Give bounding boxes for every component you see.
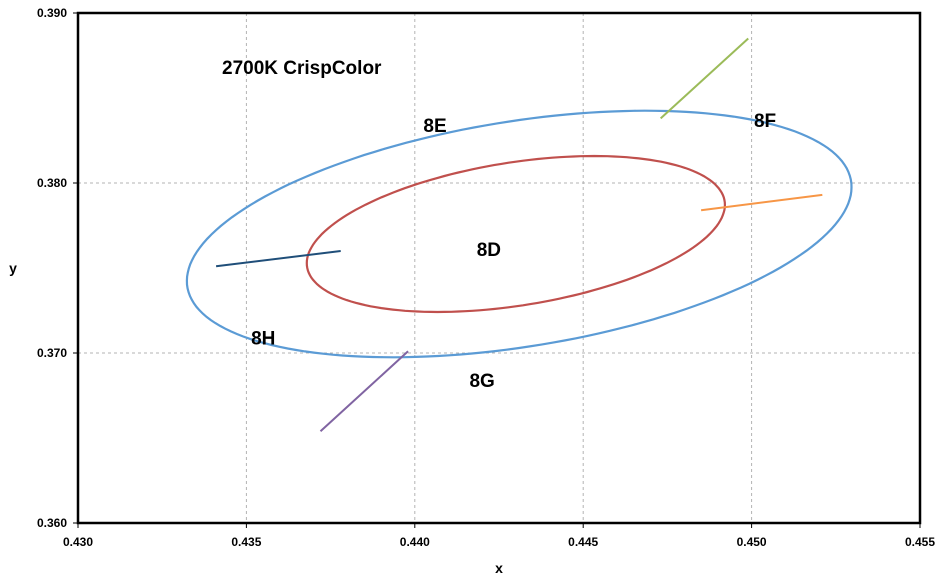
y-tick-labels: 0.360 0.370 0.380 0.390	[37, 6, 78, 530]
x-tick-label: 0.435	[231, 535, 261, 549]
outer-ellipse	[185, 109, 853, 359]
x-tick-label: 0.430	[63, 535, 93, 549]
x-tick-label: 0.445	[568, 535, 598, 549]
inner-ellipse	[305, 154, 727, 314]
x-axis-title: x	[495, 560, 503, 576]
y-axis-title: y	[9, 260, 17, 276]
divider-line	[700, 193, 823, 212]
region-label-8h: 8H	[251, 329, 275, 350]
x-tick-label: 0.450	[737, 535, 767, 549]
divider-line	[215, 250, 341, 268]
divider-line	[319, 350, 409, 432]
region-label-8g: 8G	[469, 371, 494, 392]
grid-lines	[78, 13, 920, 523]
y-tick-label: 0.380	[37, 176, 67, 190]
y-tick-label: 0.390	[37, 6, 67, 20]
region-label-8e: 8E	[423, 116, 446, 137]
region-label-8f: 8F	[754, 111, 776, 132]
chart-title: 2700K CrispColor	[222, 58, 382, 79]
y-tick-label: 0.370	[37, 346, 67, 360]
ellipse-layer	[185, 109, 853, 359]
y-tick-label: 0.360	[37, 516, 67, 530]
divider-line	[659, 37, 749, 120]
divider-layer	[215, 37, 823, 432]
plot-area-border	[76, 11, 922, 525]
x-tick-labels: 0.430 0.435 0.440 0.445 0.450 0.455	[63, 523, 935, 549]
region-labels: 8D 8E 8F 8G 8H	[251, 111, 776, 392]
x-tick-label: 0.440	[400, 535, 430, 549]
x-tick-label: 0.455	[905, 535, 935, 549]
region-label-8d: 8D	[477, 240, 501, 261]
